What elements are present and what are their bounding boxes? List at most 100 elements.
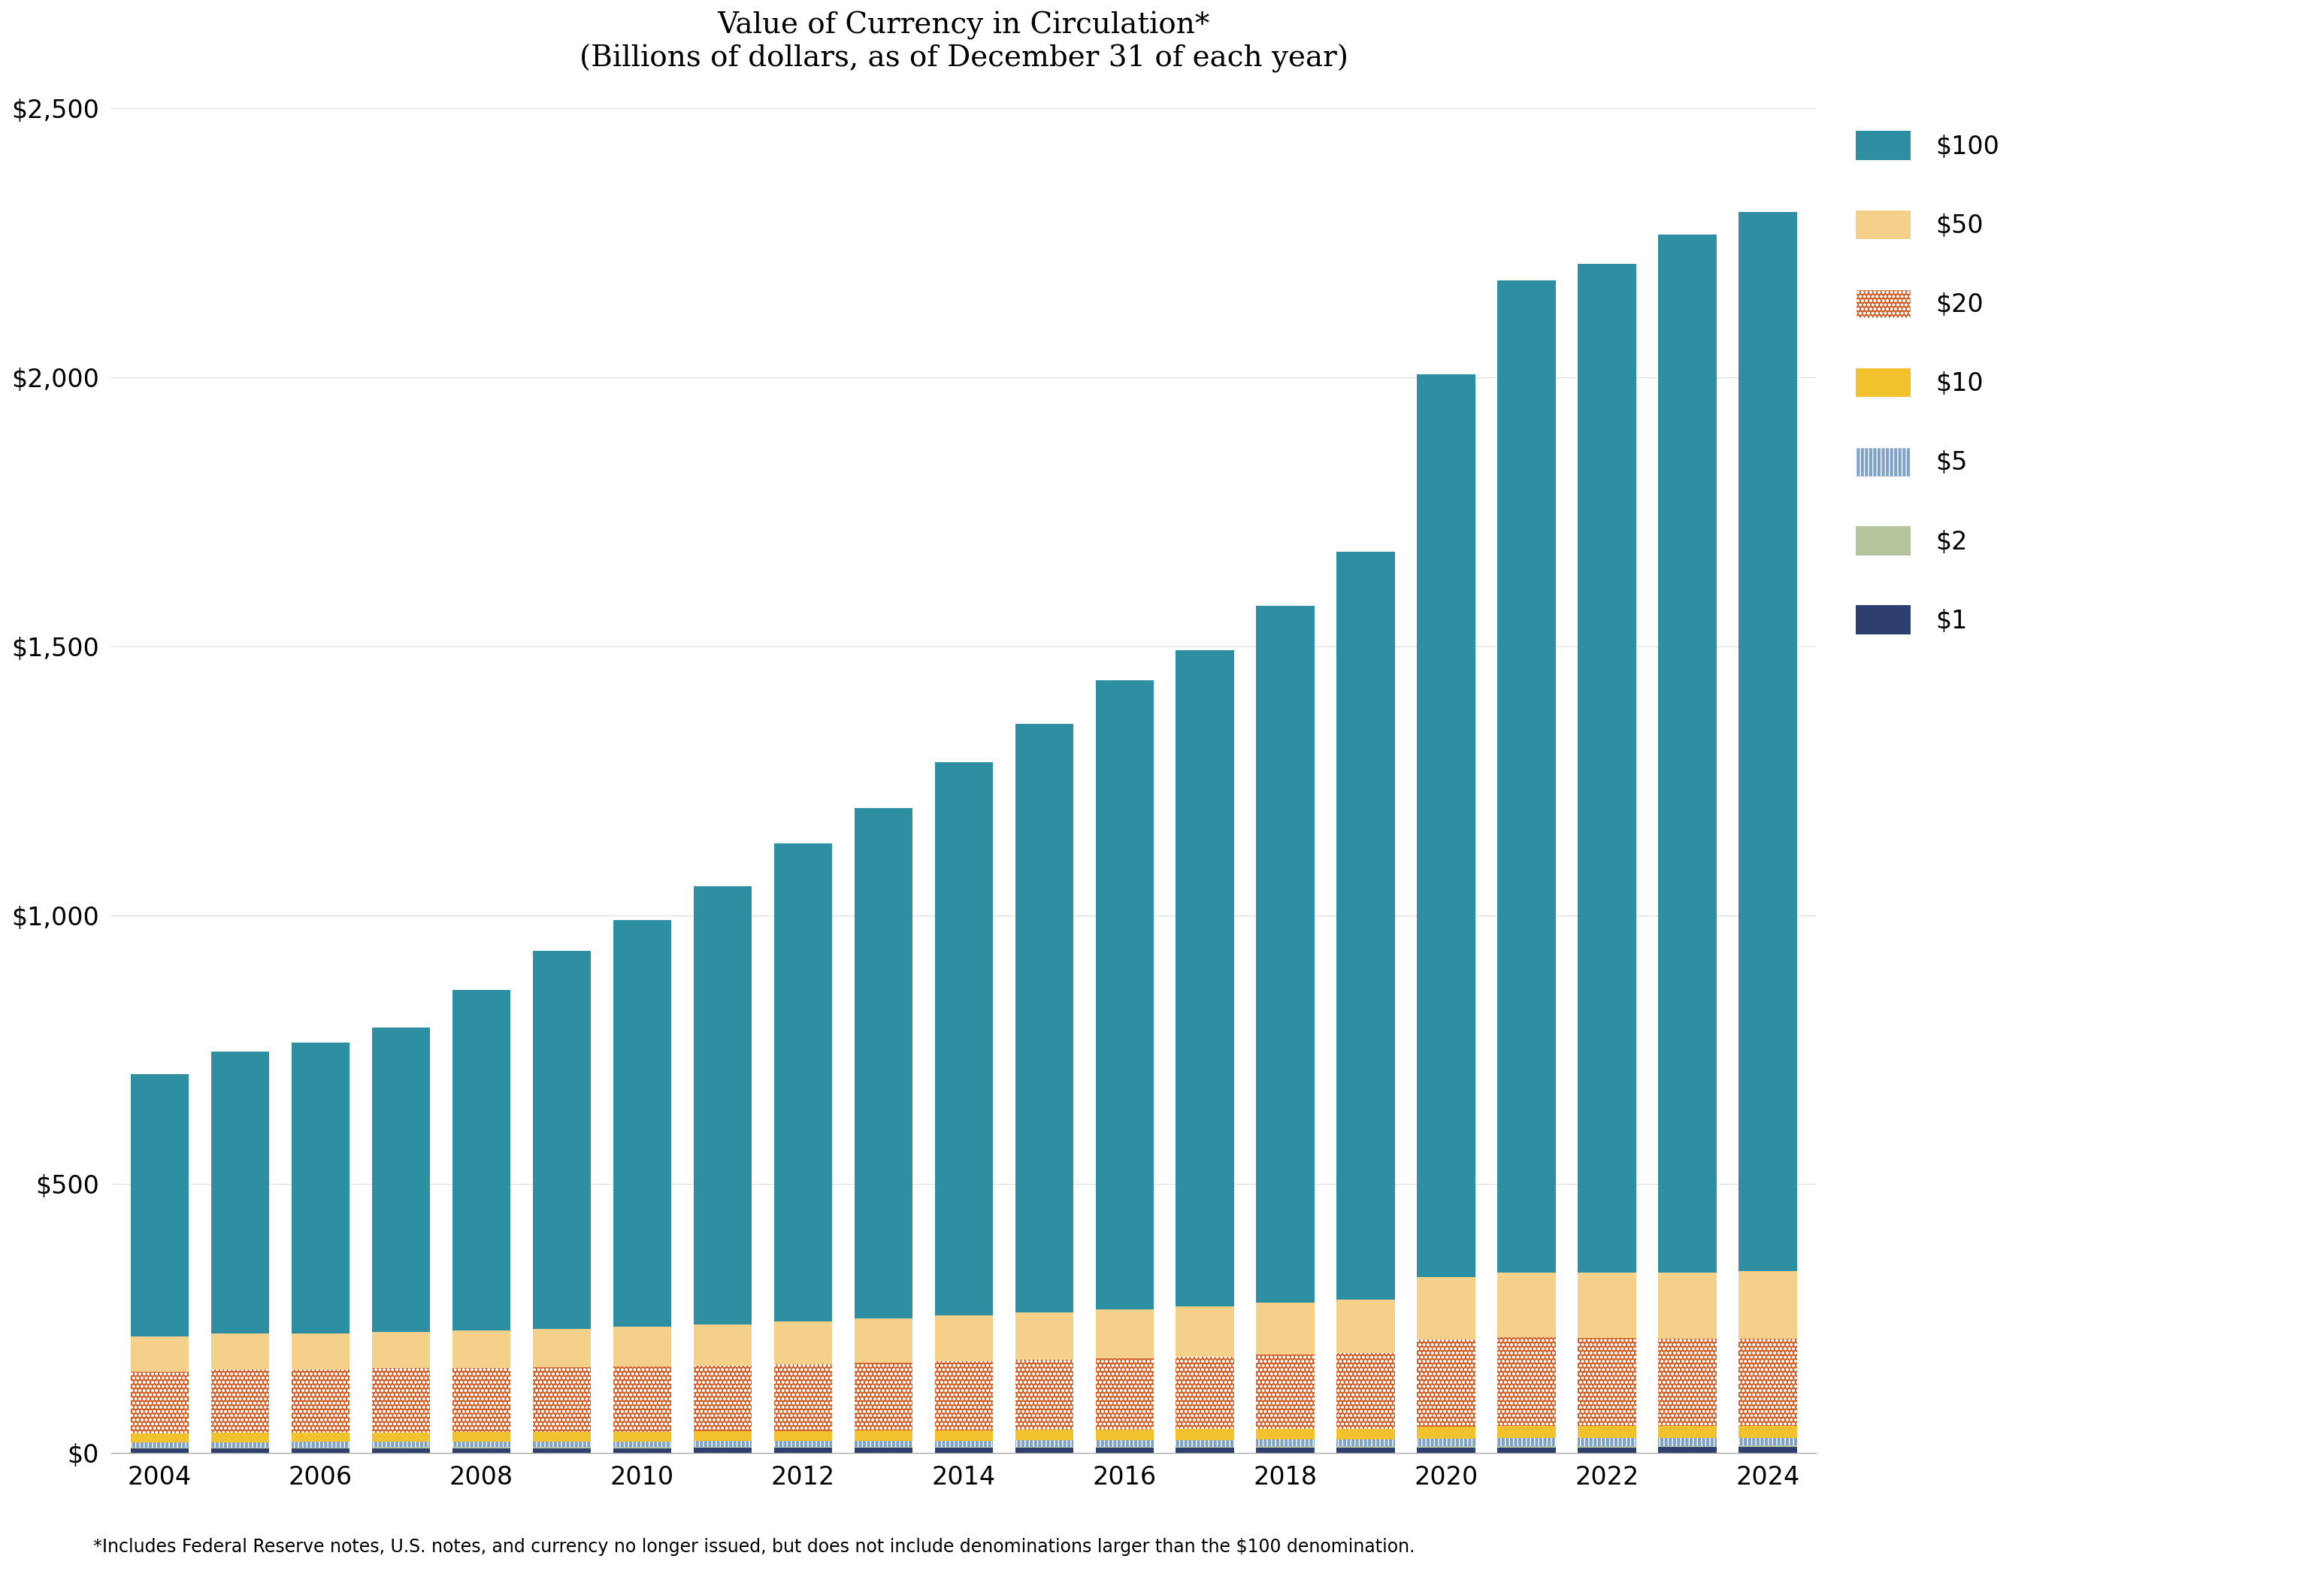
Bar: [934, 1441, 992, 1447]
Bar: [1257, 1439, 1315, 1447]
Bar: [372, 1449, 430, 1454]
Bar: [1738, 212, 1796, 1270]
Bar: [774, 1447, 832, 1454]
Bar: [1659, 1438, 1717, 1446]
Bar: [855, 807, 911, 1319]
Bar: [1016, 1430, 1074, 1441]
Bar: [453, 1368, 509, 1431]
Bar: [774, 1441, 832, 1447]
Bar: [1257, 1447, 1315, 1454]
Bar: [1738, 1270, 1796, 1338]
Bar: [211, 1370, 270, 1433]
Bar: [1578, 264, 1636, 1272]
Bar: [855, 1319, 911, 1364]
Bar: [453, 991, 509, 1330]
Bar: [1578, 1338, 1636, 1427]
Bar: [1336, 551, 1394, 1299]
Bar: [1659, 1427, 1717, 1438]
Bar: [453, 1441, 509, 1447]
Bar: [211, 1449, 270, 1454]
Bar: [532, 1431, 590, 1441]
Bar: [372, 1368, 430, 1433]
Bar: [855, 1441, 911, 1447]
Bar: [614, 1449, 672, 1454]
Bar: [372, 1433, 430, 1443]
Legend: $100, $50, $20, $10, $5, $2, $1: $100, $50, $20, $10, $5, $2, $1: [1845, 122, 2010, 645]
Bar: [130, 1074, 188, 1337]
Bar: [130, 1337, 188, 1371]
Bar: [1336, 1299, 1394, 1354]
Bar: [130, 1371, 188, 1433]
Bar: [1578, 1272, 1636, 1338]
Bar: [1176, 1430, 1234, 1439]
Bar: [934, 762, 992, 1316]
Bar: [693, 1324, 751, 1365]
Bar: [1016, 1441, 1074, 1447]
Bar: [614, 1431, 672, 1441]
Bar: [453, 1431, 509, 1441]
Bar: [1578, 1447, 1636, 1454]
Bar: [1016, 1313, 1074, 1360]
Bar: [774, 1431, 832, 1441]
Text: *Includes Federal Reserve notes, U.S. notes, and currency no longer issued, but : *Includes Federal Reserve notes, U.S. no…: [93, 1539, 1415, 1556]
Bar: [1336, 1439, 1394, 1446]
Bar: [934, 1316, 992, 1362]
Bar: [1336, 1354, 1394, 1428]
Bar: [774, 844, 832, 1322]
Bar: [693, 1441, 751, 1447]
Bar: [1257, 1354, 1315, 1428]
Bar: [372, 1332, 430, 1368]
Bar: [532, 1329, 590, 1367]
Bar: [1738, 1438, 1796, 1446]
Bar: [1497, 1272, 1555, 1337]
Bar: [290, 1443, 349, 1447]
Bar: [1659, 1338, 1717, 1427]
Bar: [532, 1441, 590, 1447]
Bar: [372, 1027, 430, 1332]
Bar: [1418, 1340, 1476, 1427]
Bar: [1659, 234, 1717, 1272]
Bar: [1418, 1277, 1476, 1340]
Bar: [1257, 1302, 1315, 1354]
Bar: [1176, 1307, 1234, 1357]
Bar: [1738, 1338, 1796, 1425]
Bar: [1418, 1438, 1476, 1446]
Bar: [1659, 1447, 1717, 1454]
Bar: [774, 1322, 832, 1364]
Bar: [693, 886, 751, 1324]
Bar: [1176, 1357, 1234, 1430]
Bar: [1418, 374, 1476, 1277]
Bar: [1016, 724, 1074, 1313]
Bar: [1176, 649, 1234, 1307]
Bar: [1336, 1447, 1394, 1454]
Bar: [1418, 1427, 1476, 1438]
Bar: [130, 1449, 188, 1454]
Bar: [855, 1447, 911, 1454]
Bar: [532, 1367, 590, 1431]
Bar: [693, 1431, 751, 1441]
Bar: [1016, 1360, 1074, 1430]
Bar: [1095, 1441, 1153, 1447]
Bar: [130, 1443, 188, 1447]
Bar: [372, 1443, 430, 1447]
Bar: [1176, 1439, 1234, 1447]
Bar: [1336, 1428, 1394, 1439]
Bar: [532, 951, 590, 1329]
Bar: [290, 1449, 349, 1454]
Bar: [1497, 1337, 1555, 1425]
Bar: [1418, 1447, 1476, 1454]
Bar: [1095, 1447, 1153, 1454]
Bar: [1176, 1447, 1234, 1454]
Bar: [1497, 1447, 1555, 1454]
Bar: [614, 1367, 672, 1431]
Bar: [211, 1052, 270, 1334]
Bar: [1095, 1359, 1153, 1430]
Bar: [1578, 1427, 1636, 1438]
Bar: [211, 1334, 270, 1370]
Bar: [211, 1443, 270, 1447]
Bar: [453, 1449, 509, 1454]
Bar: [130, 1433, 188, 1443]
Bar: [855, 1430, 911, 1441]
Bar: [1257, 1428, 1315, 1439]
Bar: [1497, 1438, 1555, 1446]
